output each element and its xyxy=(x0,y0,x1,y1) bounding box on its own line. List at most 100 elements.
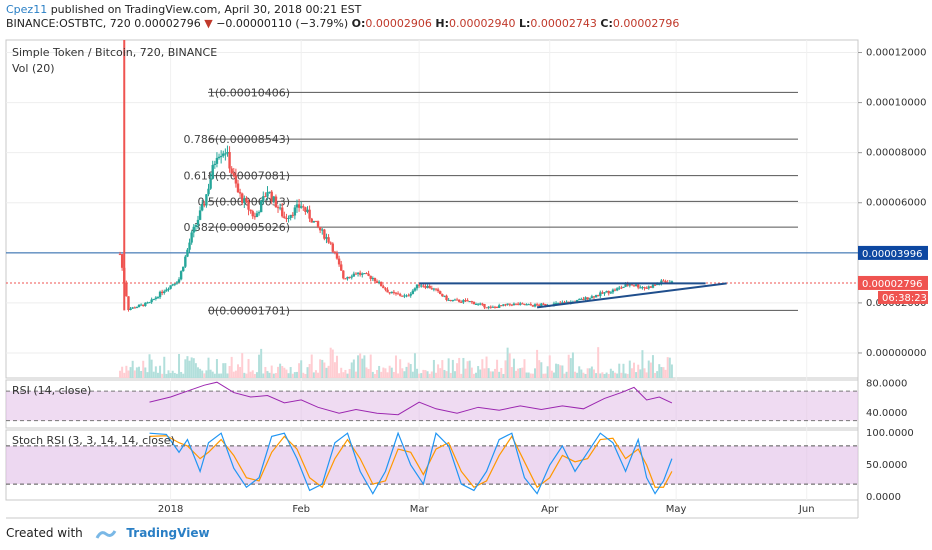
volume-bar xyxy=(498,371,501,378)
candle-body xyxy=(230,168,233,174)
volume-bar xyxy=(388,365,391,378)
volume-bar xyxy=(485,356,488,378)
volume-bar xyxy=(342,372,345,378)
volume-bar xyxy=(439,368,442,378)
candle-body xyxy=(211,165,214,179)
volume-bar xyxy=(626,373,629,378)
candle-body xyxy=(154,297,158,299)
y-tick-label: 0.00006000 xyxy=(866,198,926,209)
open-label: O: xyxy=(351,17,366,30)
volume-bar xyxy=(576,372,579,378)
volume-bar xyxy=(215,359,218,378)
volume-bar xyxy=(635,372,638,378)
volume-bar xyxy=(578,366,581,378)
volume-bar xyxy=(614,372,617,378)
candle-body xyxy=(527,304,530,306)
volume-bar xyxy=(268,372,271,378)
volume-bar xyxy=(475,372,478,378)
published-text: published on TradingView.com, April 30, … xyxy=(50,3,362,16)
candle-body xyxy=(514,303,518,305)
volume-bar xyxy=(367,368,370,378)
countdown-label: 06:38:23 xyxy=(882,293,927,304)
candle-body xyxy=(483,303,486,308)
volume-bar xyxy=(293,372,296,378)
candle-body xyxy=(578,299,581,301)
volume-bar xyxy=(620,372,623,378)
volume-bar xyxy=(171,370,174,378)
volume-bar xyxy=(605,372,608,378)
volume-bar xyxy=(287,373,290,378)
candle-body xyxy=(375,281,379,283)
candle-body xyxy=(293,207,297,216)
volume-bar xyxy=(220,373,223,378)
candle-body xyxy=(329,242,332,244)
volume-bar xyxy=(291,373,294,378)
candle-body xyxy=(398,294,402,296)
volume-bar xyxy=(418,373,421,378)
volume-bar xyxy=(432,359,435,378)
volume-bar xyxy=(226,373,229,378)
volume-bar xyxy=(354,371,357,378)
volume-bar xyxy=(420,373,423,378)
candle-body xyxy=(377,281,381,283)
candle-body xyxy=(468,301,471,303)
volume-bar xyxy=(386,372,389,378)
volume-bar xyxy=(491,371,494,378)
triangle-bottom-line xyxy=(536,282,727,309)
volume-bar xyxy=(152,371,155,378)
candle-body xyxy=(342,270,345,279)
volume-bar xyxy=(173,372,176,378)
candle-body xyxy=(173,283,177,285)
volume-bar xyxy=(409,364,412,378)
volume-bar xyxy=(340,367,343,378)
author-link[interactable]: Cpez11 xyxy=(6,3,48,16)
volume-bar xyxy=(230,356,233,378)
price-badge xyxy=(858,275,928,290)
rsi-band xyxy=(6,391,858,421)
candle-body xyxy=(611,289,615,293)
candle-body xyxy=(285,218,288,220)
volume-bar xyxy=(369,354,372,378)
candle-body xyxy=(639,287,642,289)
candle-body xyxy=(226,152,229,154)
volume-bar xyxy=(165,373,168,378)
candle-body xyxy=(213,163,217,166)
volume-bar xyxy=(525,372,528,378)
candle-body xyxy=(382,286,385,289)
last-price: 0.00002796 xyxy=(134,17,201,30)
volume-bar xyxy=(154,366,157,378)
candle-body xyxy=(432,288,436,290)
volume-bar xyxy=(163,356,166,378)
volume-bar xyxy=(656,371,659,378)
candle-body xyxy=(491,306,495,308)
candle-body xyxy=(257,212,261,214)
candle-body xyxy=(253,216,257,218)
x-tick-label: Jun xyxy=(798,504,815,515)
volume-bar xyxy=(567,354,570,378)
volume-bar xyxy=(397,373,400,378)
candle-body xyxy=(354,273,358,275)
volume-bar xyxy=(557,364,560,378)
volume-bar xyxy=(542,373,545,378)
candle-body xyxy=(224,153,227,155)
volume-bar xyxy=(426,371,429,378)
volume-bar xyxy=(159,365,162,378)
volume-bar xyxy=(649,362,652,378)
fib-label: 0(0.00001701) xyxy=(208,304,290,317)
volume-bar xyxy=(394,355,397,378)
volume-bar xyxy=(133,370,136,378)
symbol-name: BINANCE:OSTBTC, 720 xyxy=(6,17,131,30)
fib-label: 0.786(0.00008543) xyxy=(183,133,290,146)
price-pane xyxy=(5,39,859,379)
candle-body xyxy=(580,298,583,300)
volume-bar xyxy=(510,367,513,378)
stoch-d-line xyxy=(149,435,673,489)
candle-body xyxy=(186,249,189,257)
candle-body xyxy=(169,285,172,289)
candle-body xyxy=(299,206,303,208)
candle-body xyxy=(148,302,151,304)
candle-body xyxy=(506,303,509,305)
tradingview-brand[interactable]: TradingView xyxy=(126,526,210,540)
candle-body xyxy=(241,193,244,203)
